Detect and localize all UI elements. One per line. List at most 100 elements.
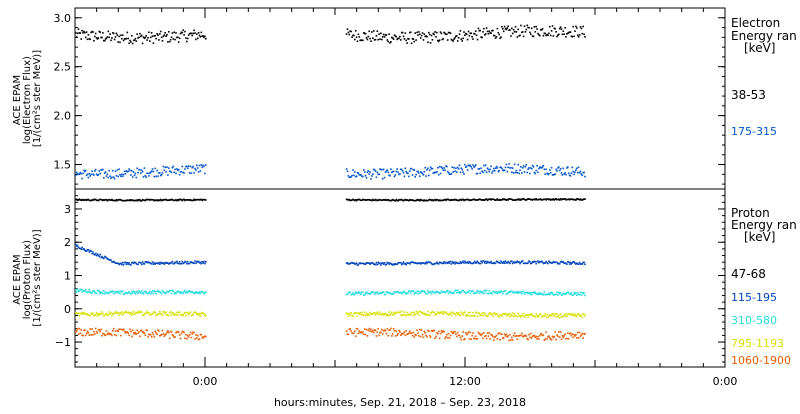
proton-point-47-68 <box>150 199 153 201</box>
proton-point-795-1193 <box>400 310 403 313</box>
electron-point-175-315 <box>394 174 397 176</box>
electron-point-38-53 <box>196 37 199 40</box>
proton-point-1060-1900 <box>530 332 532 335</box>
proton-point-115-195 <box>85 250 88 253</box>
proton-point-795-1193 <box>513 313 516 315</box>
proton-point-795-1193 <box>121 311 123 313</box>
proton-point-310-580 <box>530 291 532 294</box>
proton-point-1060-1900 <box>574 335 576 337</box>
proton-point-1060-1900 <box>408 332 410 334</box>
electron-point-175-315 <box>552 174 555 176</box>
electron-point-175-315 <box>121 173 123 176</box>
electron-point-175-315 <box>487 168 490 171</box>
proton-point-310-580 <box>183 291 185 293</box>
proton-point-115-195 <box>84 249 86 251</box>
proton-point-1060-1900 <box>555 338 557 341</box>
proton-point-310-580 <box>469 292 472 295</box>
proton-point-1060-1900 <box>112 330 114 332</box>
proton-point-795-1193 <box>494 314 497 316</box>
proton-point-1060-1900 <box>577 337 580 339</box>
proton-point-1060-1900 <box>151 331 154 334</box>
electron-point-38-53 <box>518 35 520 37</box>
proton-point-310-580 <box>416 290 418 292</box>
electron-point-175-315 <box>567 166 569 168</box>
proton-point-795-1193 <box>397 311 399 314</box>
proton-point-1060-1900 <box>407 333 409 335</box>
proton-point-115-195 <box>474 262 477 264</box>
proton-point-795-1193 <box>521 315 523 317</box>
electron-point-175-315 <box>447 172 450 174</box>
proton-point-115-195 <box>142 262 145 265</box>
electron-point-175-315 <box>84 170 86 173</box>
proton-point-115-195 <box>134 261 137 264</box>
proton-point-1060-1900 <box>177 330 179 333</box>
proton-point-1060-1900 <box>76 328 79 330</box>
proton-point-1060-1900 <box>552 336 555 339</box>
proton-point-310-580 <box>155 293 157 295</box>
proton-point-1060-1900 <box>422 336 425 339</box>
proton-point-1060-1900 <box>426 335 428 338</box>
proton-point-47-68 <box>442 199 444 202</box>
electron-point-175-315 <box>361 175 363 178</box>
proton-point-795-1193 <box>432 311 435 313</box>
electron-y-tick-label: 1.5 <box>54 159 72 172</box>
proton-point-47-68 <box>85 199 88 202</box>
proton-point-795-1193 <box>119 312 121 314</box>
proton-point-1060-1900 <box>194 338 196 340</box>
proton-point-47-68 <box>195 198 197 201</box>
proton-point-1060-1900 <box>447 332 450 335</box>
proton-point-47-68 <box>536 199 538 201</box>
proton-point-1060-1900 <box>109 332 111 335</box>
proton-point-795-1193 <box>429 312 432 314</box>
proton-point-795-1193 <box>544 313 546 315</box>
electron-point-175-315 <box>582 171 584 174</box>
proton-point-795-1193 <box>411 311 414 314</box>
electron-point-38-53 <box>363 32 366 35</box>
electron-point-38-53 <box>583 33 585 36</box>
proton-point-47-68 <box>138 199 140 202</box>
proton-point-795-1193 <box>89 314 91 317</box>
proton-point-47-68 <box>158 199 160 201</box>
electron-point-38-53 <box>179 32 182 35</box>
proton-point-115-195 <box>453 261 455 263</box>
proton-point-1060-1900 <box>428 330 430 332</box>
proton-point-47-68 <box>472 198 474 201</box>
proton-point-1060-1900 <box>493 339 495 341</box>
proton-point-47-68 <box>399 199 401 201</box>
proton-point-47-68 <box>168 199 170 201</box>
proton-point-310-580 <box>495 291 498 293</box>
electron-point-175-315 <box>112 176 115 178</box>
electron-point-38-53 <box>530 33 532 35</box>
electron-point-175-315 <box>550 166 553 169</box>
electron-point-175-315 <box>446 165 448 168</box>
electron-point-38-53 <box>145 35 147 37</box>
electron-point-175-315 <box>370 178 372 180</box>
proton-point-310-580 <box>350 293 352 296</box>
proton-point-1060-1900 <box>78 327 81 330</box>
proton-point-1060-1900 <box>581 332 584 335</box>
proton-point-795-1193 <box>431 311 434 313</box>
proton-point-115-195 <box>159 261 162 264</box>
proton-point-310-580 <box>169 290 172 292</box>
proton-point-47-68 <box>528 198 530 200</box>
proton-point-795-1193 <box>472 311 474 314</box>
electron-point-175-315 <box>197 171 200 173</box>
electron-y-tick-label: 2.0 <box>54 110 72 123</box>
proton-point-795-1193 <box>365 312 368 315</box>
proton-point-115-195 <box>159 263 161 265</box>
proton-point-47-68 <box>495 199 498 201</box>
proton-point-795-1193 <box>575 315 577 318</box>
proton-y-tick-label: −1 <box>55 336 71 349</box>
electron-point-175-315 <box>99 172 101 175</box>
proton-point-795-1193 <box>179 313 182 316</box>
proton-point-1060-1900 <box>160 333 163 336</box>
proton-point-115-195 <box>104 256 107 258</box>
proton-point-47-68 <box>467 199 470 201</box>
proton-point-115-195 <box>476 260 479 263</box>
proton-point-795-1193 <box>474 311 477 314</box>
proton-point-795-1193 <box>198 312 201 315</box>
proton-point-1060-1900 <box>158 330 160 332</box>
proton-point-310-580 <box>203 292 205 295</box>
proton-point-115-195 <box>454 263 456 265</box>
electron-point-175-315 <box>354 175 357 178</box>
